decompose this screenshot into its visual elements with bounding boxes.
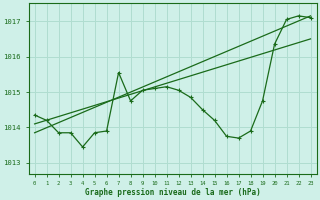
X-axis label: Graphe pression niveau de la mer (hPa): Graphe pression niveau de la mer (hPa) — [85, 188, 260, 197]
